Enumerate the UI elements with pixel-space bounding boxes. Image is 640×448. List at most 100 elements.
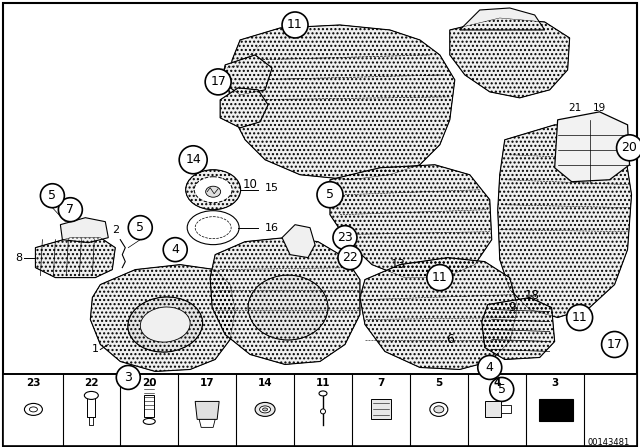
Polygon shape <box>450 18 570 98</box>
Ellipse shape <box>319 391 327 396</box>
Circle shape <box>128 215 152 240</box>
Circle shape <box>338 246 362 270</box>
Text: 7: 7 <box>67 203 74 216</box>
Ellipse shape <box>260 406 271 413</box>
Text: 15: 15 <box>265 183 279 193</box>
Circle shape <box>163 237 187 262</box>
Ellipse shape <box>24 403 42 415</box>
Polygon shape <box>460 8 545 30</box>
Text: 11: 11 <box>432 271 448 284</box>
Text: 3: 3 <box>551 379 558 388</box>
Text: 17: 17 <box>607 338 623 351</box>
Polygon shape <box>195 401 219 419</box>
Ellipse shape <box>255 402 275 416</box>
Text: 6: 6 <box>446 333 454 346</box>
Text: 5: 5 <box>498 383 506 396</box>
Ellipse shape <box>434 406 444 413</box>
Bar <box>3 375 637 446</box>
Circle shape <box>40 184 65 208</box>
Text: 22: 22 <box>342 251 358 264</box>
Text: 10: 10 <box>243 178 257 191</box>
Text: 11: 11 <box>316 379 330 388</box>
Polygon shape <box>220 88 268 128</box>
Text: 5: 5 <box>49 189 56 202</box>
Text: 1: 1 <box>92 345 99 354</box>
Text: 17: 17 <box>210 75 226 88</box>
Circle shape <box>478 355 502 379</box>
Circle shape <box>616 135 640 161</box>
Ellipse shape <box>248 275 328 340</box>
Text: 17: 17 <box>200 379 214 388</box>
Polygon shape <box>282 225 315 258</box>
Text: 11: 11 <box>287 18 303 31</box>
Text: 5: 5 <box>435 379 442 388</box>
Polygon shape <box>60 218 108 243</box>
Polygon shape <box>371 400 391 419</box>
Text: 21: 21 <box>568 103 581 113</box>
Polygon shape <box>228 25 455 180</box>
Circle shape <box>333 226 357 250</box>
Polygon shape <box>484 401 500 418</box>
Ellipse shape <box>128 297 203 352</box>
Polygon shape <box>144 396 154 418</box>
Text: 00143481: 00143481 <box>588 438 630 447</box>
Text: 19: 19 <box>593 103 606 113</box>
Circle shape <box>490 378 514 401</box>
Circle shape <box>602 332 628 358</box>
Polygon shape <box>539 400 573 422</box>
Text: 18: 18 <box>524 289 539 302</box>
Text: 14: 14 <box>186 153 201 166</box>
Text: 23: 23 <box>26 379 41 388</box>
Text: 3: 3 <box>124 371 132 384</box>
Text: 2: 2 <box>112 224 119 235</box>
Text: 16: 16 <box>265 223 279 233</box>
Text: 12: 12 <box>344 248 360 261</box>
Polygon shape <box>360 258 518 370</box>
Circle shape <box>282 12 308 38</box>
Ellipse shape <box>194 177 232 202</box>
Circle shape <box>566 305 593 331</box>
Text: 14: 14 <box>258 379 273 388</box>
Ellipse shape <box>186 170 241 210</box>
Circle shape <box>205 69 231 95</box>
Text: 11: 11 <box>572 311 588 324</box>
Ellipse shape <box>205 186 221 197</box>
Polygon shape <box>35 237 115 278</box>
Text: 13: 13 <box>390 258 405 271</box>
Ellipse shape <box>143 418 156 424</box>
Ellipse shape <box>187 211 239 245</box>
Circle shape <box>179 146 207 174</box>
Polygon shape <box>500 405 511 414</box>
Text: 22: 22 <box>84 379 99 388</box>
Text: 4: 4 <box>486 361 493 374</box>
Polygon shape <box>482 297 555 359</box>
Polygon shape <box>330 165 492 278</box>
Circle shape <box>317 182 343 208</box>
Polygon shape <box>90 265 235 371</box>
Ellipse shape <box>262 408 268 411</box>
Circle shape <box>427 265 453 291</box>
Text: 4: 4 <box>172 243 179 256</box>
Ellipse shape <box>195 217 231 239</box>
Text: 23: 23 <box>337 231 353 244</box>
Text: 9: 9 <box>508 301 515 314</box>
Polygon shape <box>210 237 360 365</box>
Text: 8: 8 <box>15 253 22 263</box>
Ellipse shape <box>84 392 99 400</box>
Circle shape <box>58 198 83 222</box>
Polygon shape <box>222 55 272 95</box>
Ellipse shape <box>140 307 190 342</box>
Ellipse shape <box>430 402 448 416</box>
Text: 4: 4 <box>493 379 500 388</box>
Ellipse shape <box>321 409 326 414</box>
Polygon shape <box>555 112 630 182</box>
Circle shape <box>116 366 140 389</box>
Text: 5: 5 <box>326 188 334 201</box>
Ellipse shape <box>29 407 37 412</box>
Text: 5: 5 <box>136 221 144 234</box>
Text: 20: 20 <box>621 141 637 154</box>
Polygon shape <box>199 419 215 427</box>
Text: 20: 20 <box>142 379 157 388</box>
Polygon shape <box>498 125 632 318</box>
Text: 7: 7 <box>377 379 385 388</box>
